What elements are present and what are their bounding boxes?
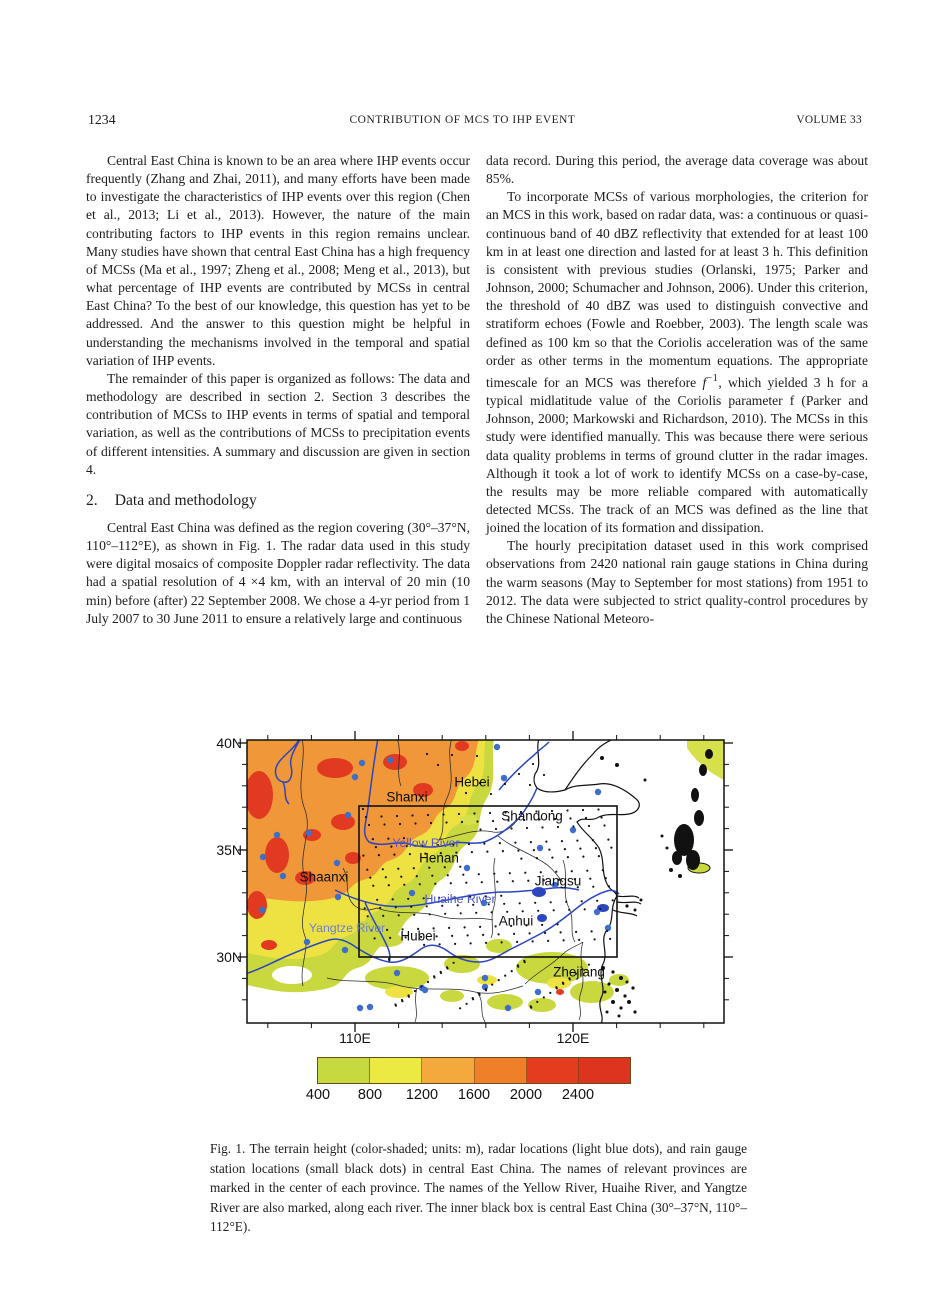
colorbar-tick-1600: 1600 — [457, 1087, 491, 1103]
section-title: Data and methodology — [114, 491, 257, 509]
yellow-river — [363, 740, 538, 848]
colorbar-cell — [474, 1058, 527, 1083]
study-region-box — [358, 805, 618, 958]
volume-label: VOLUME 33 — [796, 114, 862, 126]
terrain-band-orange — [247, 740, 479, 902]
paragraph-intro: Central East China is known to be an are… — [86, 153, 470, 368]
y-axis-label-40n: 40N — [216, 735, 242, 751]
section-number: 2. — [86, 491, 98, 509]
y-axis-label-30n: 30N — [216, 949, 242, 965]
coastline — [533, 740, 642, 1023]
paragraph-mcs-criterion: To incorporate MCSs of various morpholog… — [486, 189, 869, 536]
terrain-map-figure — [238, 731, 733, 1032]
colorbar-tick-2400: 2400 — [561, 1087, 595, 1103]
terrain-colorbar — [317, 1057, 631, 1084]
colorbar-tick-2000: 2000 — [509, 1087, 543, 1103]
paragraph-outline: The remainder of this paper is organized… — [86, 370, 470, 477]
yangtze-river — [247, 889, 620, 975]
right-column: data record. During this period, the ave… — [486, 152, 868, 628]
offshore-landmasses — [600, 749, 713, 1018]
colorbar-tick-400: 400 — [305, 1087, 331, 1103]
terrain-south-patches — [356, 815, 629, 1012]
paragraph-rain-gauge: The hourly precipitation dataset used in… — [486, 538, 868, 626]
station-dots-layer — [361, 752, 614, 1010]
radar-dots-layer — [258, 743, 612, 1012]
colorbar-cell — [578, 1058, 631, 1083]
colorbar-tick-1200: 1200 — [405, 1087, 439, 1103]
f-exponent: −1 — [706, 372, 719, 384]
figure-caption: Fig. 1. The terrain height (color-shaded… — [210, 1141, 747, 1235]
colorbar-cell — [526, 1058, 579, 1083]
colorbar-cell — [318, 1058, 371, 1083]
paragraph-data-record: data record. During this period, the ave… — [486, 153, 868, 187]
colorbar-cell — [370, 1058, 423, 1083]
paragraph-data-region: Central East China was defined as the re… — [86, 519, 470, 626]
hebei-river — [498, 741, 550, 791]
x-axis-label-120e: 120E — [556, 1030, 590, 1046]
running-title: CONTRIBUTION OF MCS TO IHP EVENT — [349, 114, 576, 126]
lakes — [532, 887, 609, 922]
terrain-ne-corner — [687, 740, 724, 780]
y-axis-label-35n: 35N — [216, 842, 242, 858]
left-column: Central East China is known to be an are… — [86, 152, 470, 628]
axis-ticks — [238, 731, 733, 1032]
page-number: 1234 — [88, 112, 116, 127]
section-heading: 2. Data and methodology — [86, 492, 470, 510]
coriolis-f-symbol: f — [702, 374, 707, 390]
colorbar-cell — [422, 1058, 475, 1083]
colorbar-tick-800: 800 — [357, 1087, 383, 1103]
x-axis-label-110e: 110E — [339, 1030, 371, 1046]
